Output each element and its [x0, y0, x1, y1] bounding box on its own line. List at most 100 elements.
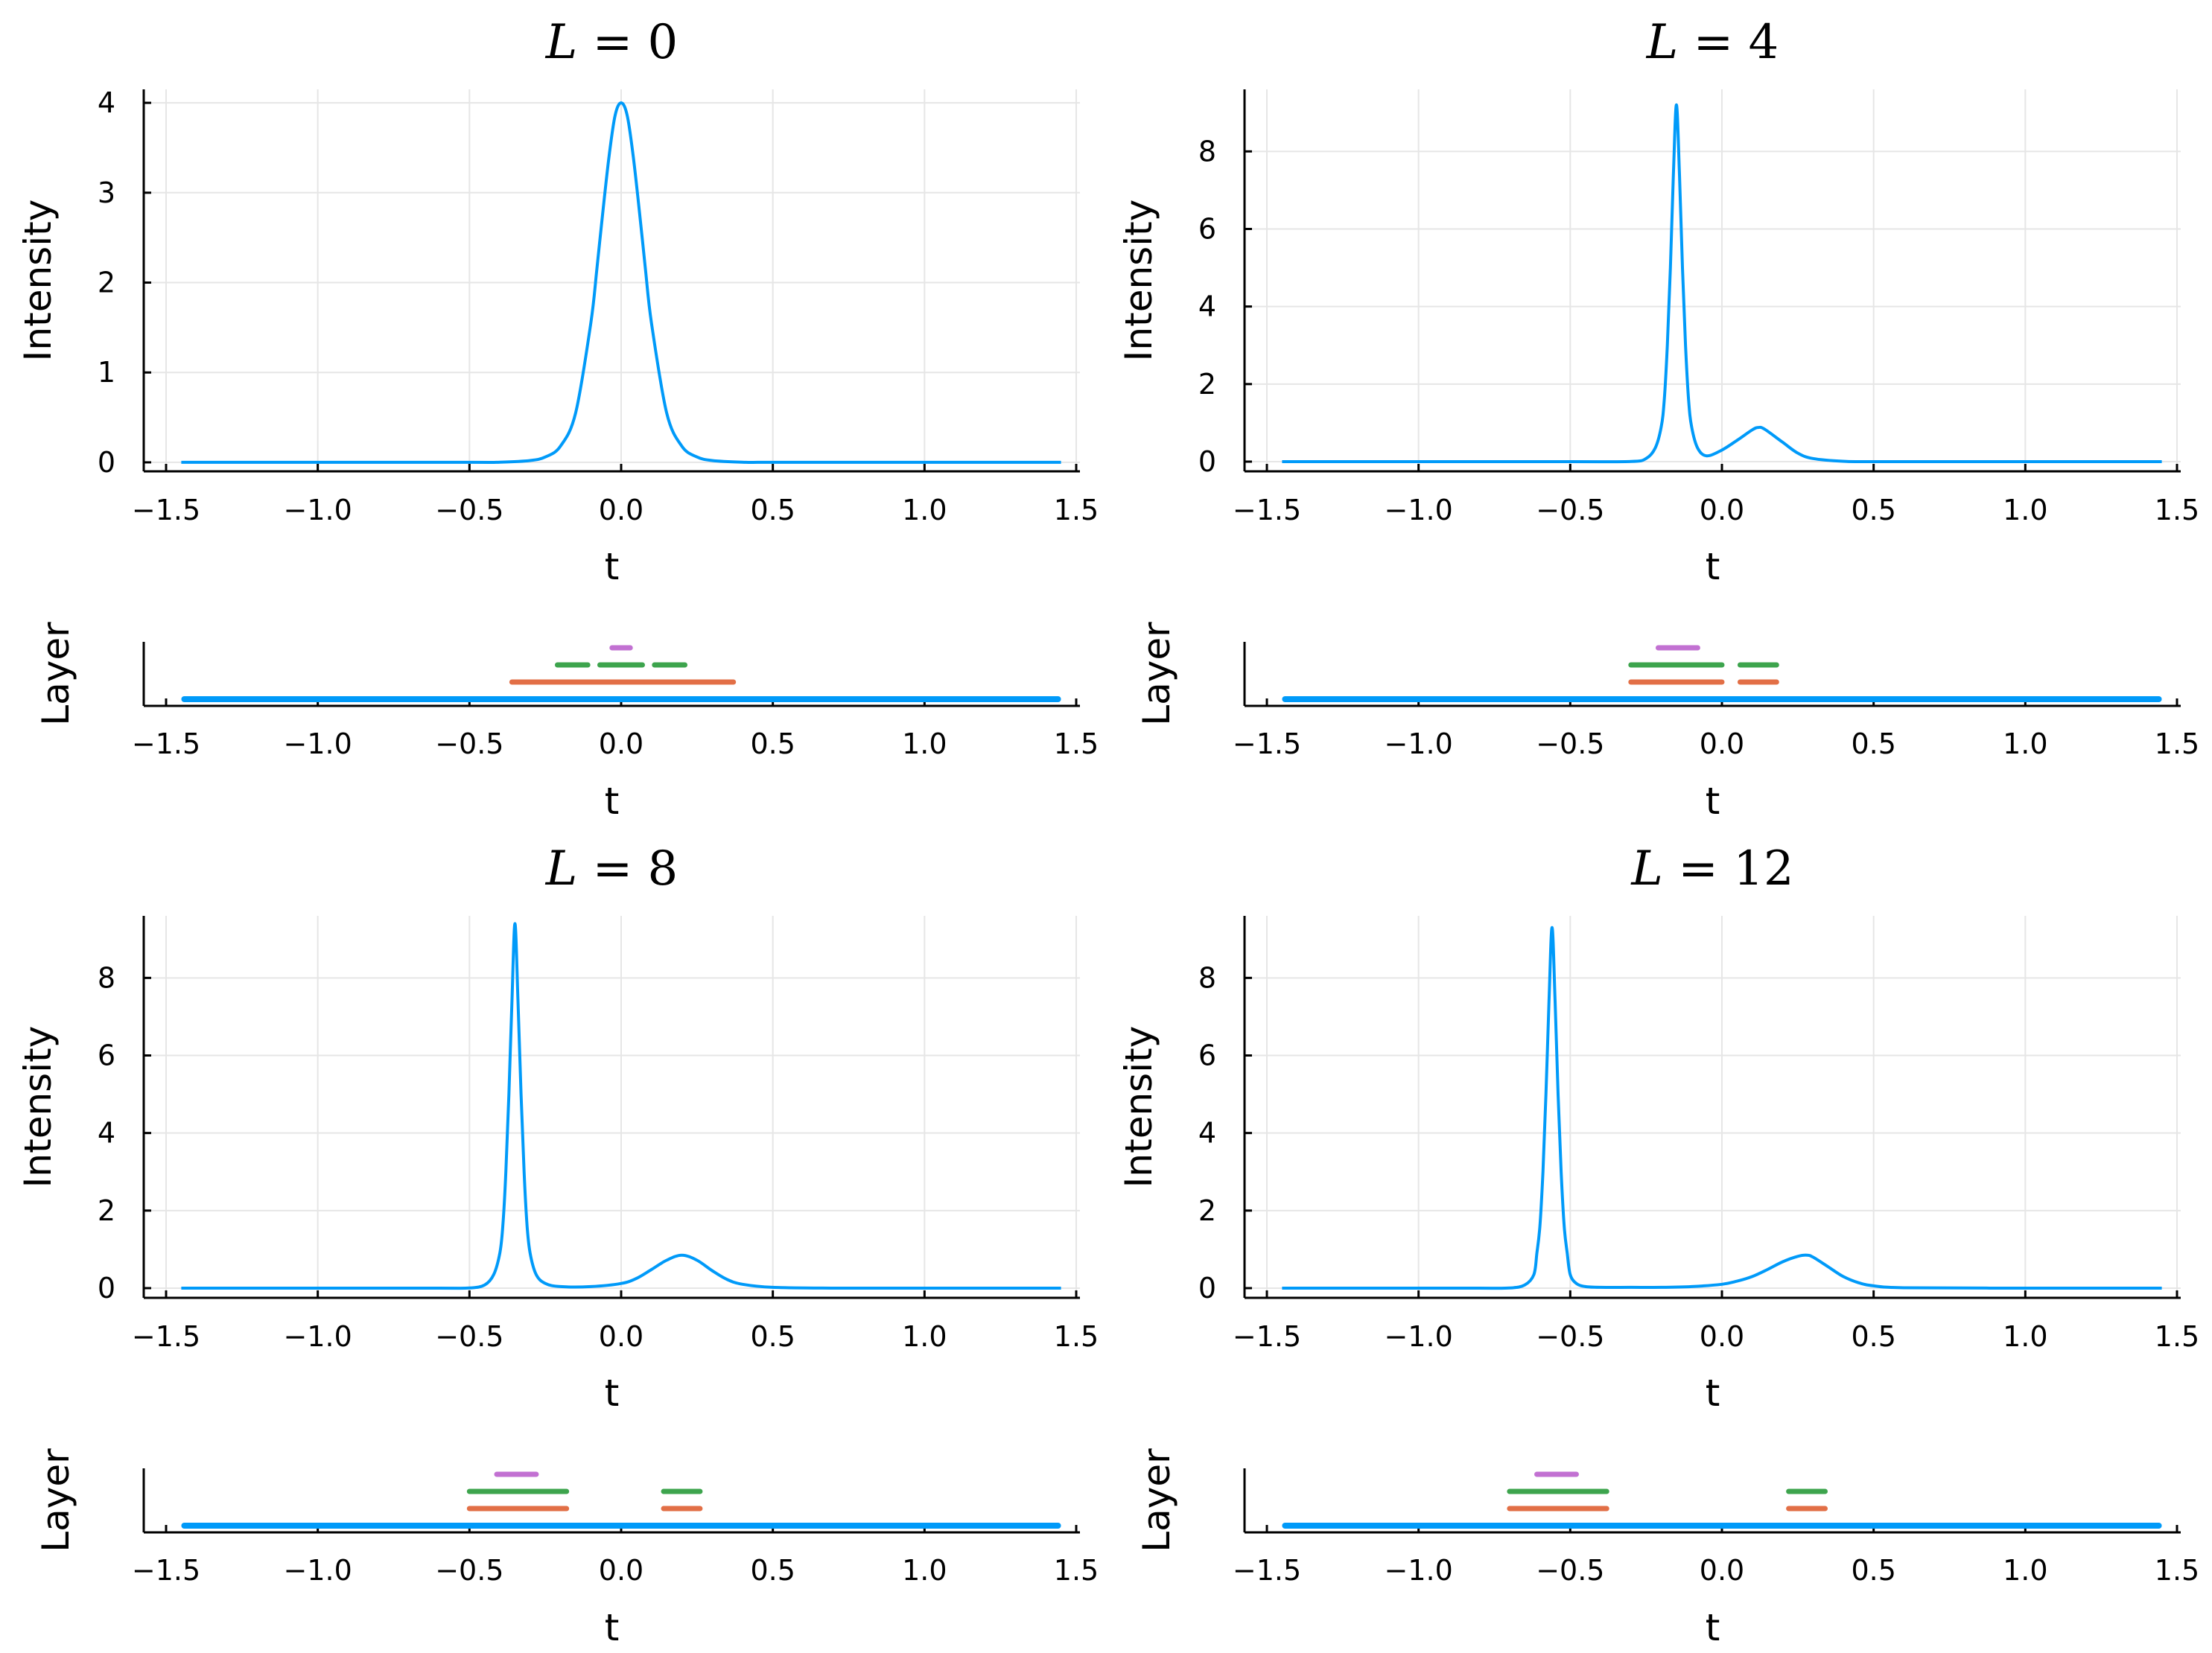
layer-x-tick-label: −0.5: [1536, 727, 1604, 760]
intensity-line: [181, 922, 1061, 1290]
layer-x-tick-label: 0.5: [750, 1554, 795, 1587]
title-variable: L: [1646, 15, 1679, 70]
x-tick-label: −1.5: [132, 494, 200, 526]
x-tick-label: −1.0: [284, 494, 352, 526]
subplot-3: L = 12 −1.5 −1.0 −0.5 0.0 0.5 1.0 1.5 0 2 4 6 8 t Inte…: [1117, 841, 2199, 1649]
layer-x-tick-label: −0.5: [435, 1554, 503, 1587]
x-tick-label: 1.5: [2155, 494, 2199, 526]
x-tick-label: 0.5: [1851, 494, 1895, 526]
y-tick-label: 6: [98, 1039, 115, 1071]
x-tick-label: −0.5: [1536, 1320, 1604, 1353]
layer-x-tick-label: 0.0: [1700, 1554, 1744, 1587]
x-tick-label: −1.0: [1385, 494, 1453, 526]
layer-x-tick-label: −0.5: [435, 727, 503, 760]
y-tick-label: 4: [1198, 290, 1216, 323]
y-tick-label: 6: [1198, 1039, 1216, 1071]
layer-x-tick-label: 1.5: [1054, 1554, 1099, 1587]
x-tick-label: 1.0: [902, 494, 947, 526]
layer-x-tick-label: 0.5: [1851, 727, 1895, 760]
layer-x-tick-label: 1.5: [2155, 727, 2199, 760]
x-tick-label: 1.5: [2155, 1320, 2199, 1353]
layer-x-tick-label: 1.0: [2003, 1554, 2047, 1587]
title-value: 4: [1749, 15, 1779, 70]
title-value: 8: [648, 841, 678, 896]
y-tick-label: 4: [1198, 1117, 1216, 1150]
y-tick-label: 4: [98, 1117, 115, 1150]
y-tick-label: 4: [98, 86, 115, 119]
intensity-line: [1282, 103, 2162, 464]
x-tick-label: −1.5: [1233, 1320, 1301, 1353]
intensity-line: [1282, 926, 2162, 1290]
x-axis-label: t: [1706, 545, 1720, 588]
y-tick-label: 2: [1198, 368, 1216, 401]
title-equals: =: [577, 15, 647, 70]
intensity-line: [181, 101, 1061, 464]
title-equals: =: [577, 841, 647, 896]
title-value: 0: [648, 15, 678, 70]
layer-x-tick-label: 0.5: [1851, 1554, 1895, 1587]
layer-y-axis-label: Layer: [1135, 1448, 1178, 1552]
layer-x-tick-label: −0.5: [1536, 1554, 1604, 1587]
layer-x-tick-label: −1.5: [132, 1554, 200, 1587]
x-tick-label: 1.0: [902, 1320, 947, 1353]
layer-x-axis-label: t: [605, 780, 620, 823]
x-tick-label: 1.5: [1054, 494, 1099, 526]
y-tick-label: 8: [1198, 135, 1216, 168]
layer-x-tick-label: −1.5: [1233, 1554, 1301, 1587]
y-tick-label: 3: [98, 176, 115, 209]
title-variable: L: [545, 841, 578, 896]
x-tick-label: 0.0: [1700, 1320, 1744, 1353]
layer-x-tick-label: −1.0: [284, 727, 352, 760]
layer-x-tick-label: −1.0: [1385, 727, 1453, 760]
subplot-1: L = 4 −1.5 −1.0 −0.5 0.0 0.5 1.0 1.5 0 2 4 6 8 t Inten…: [1117, 15, 2199, 823]
x-tick-label: −1.5: [132, 1320, 200, 1353]
layer-x-tick-label: 0.0: [599, 1554, 643, 1587]
layer-x-tick-label: 1.5: [1054, 727, 1099, 760]
subplot-title: L = 4: [1646, 15, 1779, 70]
x-tick-label: 0.0: [599, 494, 643, 526]
layer-x-tick-label: 1.0: [902, 1554, 947, 1587]
x-tick-label: 1.0: [2003, 494, 2047, 526]
layer-x-tick-label: −1.5: [132, 727, 200, 760]
y-tick-label: 2: [1198, 1194, 1216, 1227]
y-axis-label: Intensity: [16, 200, 60, 362]
y-tick-label: 0: [98, 1272, 115, 1305]
y-tick-label: 6: [1198, 212, 1216, 245]
layer-x-tick-label: −1.0: [284, 1554, 352, 1587]
y-tick-label: 8: [98, 961, 115, 994]
y-tick-label: 0: [98, 446, 115, 479]
y-tick-label: 0: [1198, 445, 1216, 478]
layer-x-axis-label: t: [605, 1606, 620, 1649]
layer-x-tick-label: 0.0: [599, 727, 643, 760]
subplot-grid: L = 0−1.5 −1.0 −0.5 0.0 0.5 1.0 1.501234tInten…: [16, 15, 2199, 1649]
layer-x-tick-label: −1.5: [1233, 727, 1301, 760]
subplot-title: L = 8: [545, 841, 678, 896]
subplot-title: L = 0: [545, 15, 678, 70]
y-tick-label: 0: [1198, 1272, 1216, 1305]
title-equals: =: [1678, 15, 1748, 70]
x-tick-label: −0.5: [435, 494, 503, 526]
x-tick-label: −1.5: [1233, 494, 1301, 526]
y-tick-label: 8: [1198, 961, 1216, 994]
x-tick-label: −1.0: [284, 1320, 352, 1353]
layer-x-axis-label: t: [1706, 780, 1720, 823]
layer-x-tick-label: 1.0: [902, 727, 947, 760]
layer-x-tick-label: 1.0: [2003, 727, 2047, 760]
title-equals: =: [1663, 841, 1733, 896]
layer-x-tick-label: 0.0: [1700, 727, 1744, 760]
layer-x-tick-label: 0.5: [750, 727, 795, 760]
layer-x-tick-label: −1.0: [1385, 1554, 1453, 1587]
x-axis-label: t: [605, 545, 620, 588]
x-tick-label: 0.5: [750, 494, 795, 526]
layer-y-axis-label: Layer: [1135, 622, 1178, 726]
subplot-2: L = 8 −1.5 −1.0 −0.5 0.0 0.5 1.0 1.5 0 2 4 6 8 t Inten…: [16, 841, 1099, 1649]
x-tick-label: 0.5: [1851, 1320, 1895, 1353]
x-tick-label: −0.5: [435, 1320, 503, 1353]
y-axis-label: Intensity: [1117, 200, 1160, 362]
title-variable: L: [1630, 841, 1663, 896]
subplot-title: L = 12: [1630, 841, 1793, 896]
layer-x-axis-label: t: [1706, 1606, 1720, 1649]
x-tick-label: −1.0: [1385, 1320, 1453, 1353]
